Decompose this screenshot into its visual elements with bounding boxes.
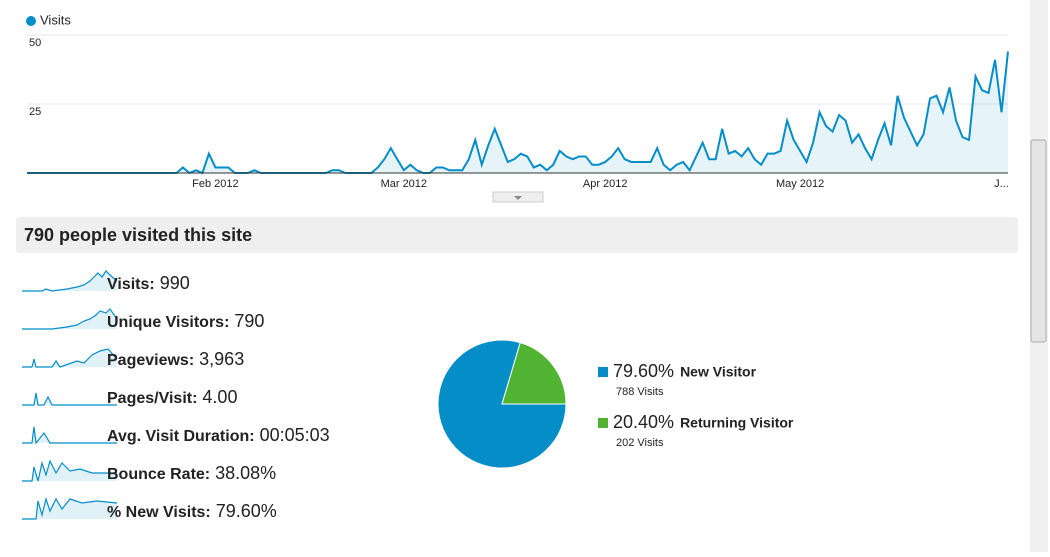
sparkline [22, 348, 118, 368]
sparkline-area [22, 349, 117, 367]
x-tick-label: May 2012 [776, 178, 824, 190]
legend-swatch [598, 367, 608, 377]
sparkline-area [22, 499, 117, 519]
metric-value: 38.08% [215, 463, 276, 483]
summary-title: 790 people visited this site [24, 225, 252, 245]
sparkline [22, 270, 118, 292]
metric-label: Bounce Rate: [107, 466, 210, 483]
x-tick-label: Feb 2012 [192, 178, 238, 190]
legend-label: New Visitor [680, 364, 757, 380]
metric-row: Unique Visitors: 790 [22, 308, 264, 331]
metric-value: 990 [160, 273, 190, 293]
y-tick-label: 25 [29, 106, 41, 118]
metric-row: Pages/Visit: 4.00 [22, 387, 237, 407]
sparkline [22, 459, 117, 482]
sparkline [22, 426, 117, 445]
metric-label: % New Visits: [107, 504, 211, 521]
metric-row: Pageviews: 3,963 [22, 348, 244, 369]
metric-label: Pages/Visit: [107, 390, 197, 407]
area-fill [27, 51, 1008, 174]
metric-value: 4.00 [202, 387, 237, 407]
metric-value: 3,963 [199, 349, 244, 369]
sparkline-area [22, 427, 117, 443]
y-tick-label: 50 [29, 37, 41, 49]
metric-row: Avg. Visit Duration: 00:05:03 [22, 425, 330, 445]
legend-visits: 202 Visits [616, 437, 664, 449]
metric-label: Avg. Visit Duration: [107, 428, 255, 445]
scroll-thumb[interactable] [1030, 139, 1047, 343]
legend-marker [26, 16, 36, 26]
legend-percent: 79.60% [613, 361, 674, 381]
legend-swatch [598, 418, 608, 428]
metric-label: Pageviews: [107, 352, 194, 369]
sparkline-area [22, 271, 117, 291]
legend-percent: 20.40% [613, 412, 674, 432]
metric-value: 79.60% [216, 501, 277, 521]
x-tick-label: Apr 2012 [583, 178, 628, 190]
toggle-arrow [514, 196, 522, 200]
legend-label: Visits [40, 12, 71, 27]
legend-label: Returning Visitor [680, 415, 794, 431]
pie-slice [501, 342, 567, 405]
metric-row: Visits: 990 [22, 270, 190, 293]
sparkline [22, 392, 117, 406]
metric-value: 790 [234, 311, 264, 331]
metric-row: Bounce Rate: 38.08% [22, 459, 276, 483]
metric-label: Visits: [107, 276, 155, 293]
summary-header [16, 217, 1018, 253]
sparkline-area [22, 309, 117, 329]
pie-slice [437, 339, 567, 469]
sparkline [22, 308, 118, 330]
metric-value: 00:05:03 [260, 425, 330, 445]
legend-visits: 788 Visits [616, 386, 664, 398]
metric-row: % New Visits: 79.60% [22, 496, 277, 521]
x-tick-label: Mar 2012 [381, 178, 427, 190]
x-tick-label: J... [994, 178, 1009, 190]
sparkline [22, 496, 118, 520]
metric-label: Unique Visitors: [107, 314, 229, 331]
